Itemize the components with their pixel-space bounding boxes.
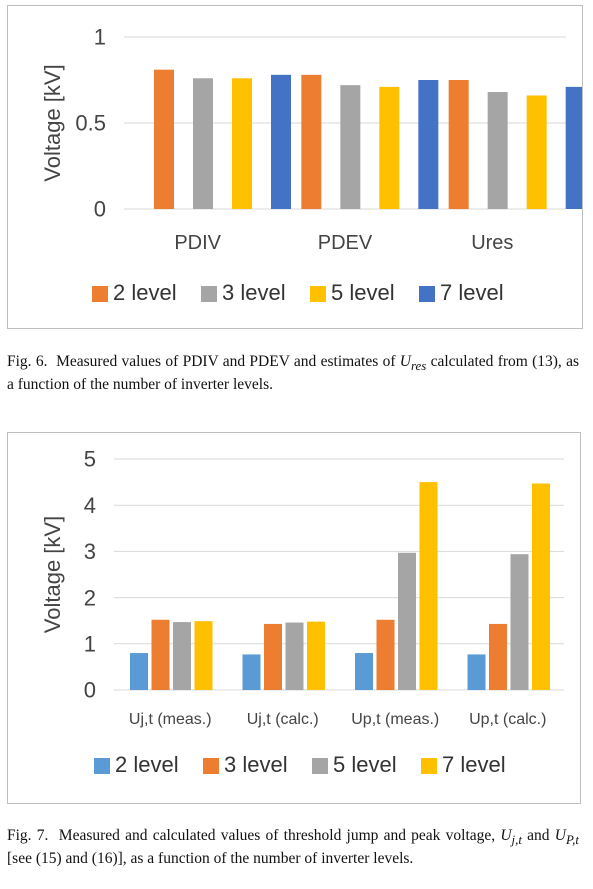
legend-label: 2 level xyxy=(115,752,179,777)
y-tick-label: 2 xyxy=(84,585,96,610)
bar-3-level-2 xyxy=(376,619,395,690)
legend-label: 2 level xyxy=(113,280,177,305)
bar-5-level-3 xyxy=(510,554,529,690)
bar-2-level-2 xyxy=(355,653,373,690)
figure-7-chart: 0 1 2 3 4 5 Voltage [kV] Uj,t (meas.) Uj,t (calc… xyxy=(7,432,581,804)
legend-swatch xyxy=(310,286,326,302)
x-category-label: Up,t (meas.) xyxy=(351,711,439,728)
legend-swatch xyxy=(201,286,217,302)
caption-subscript: P,t xyxy=(565,832,579,848)
bar-5-level-0 xyxy=(232,78,252,209)
bar-3-level-0 xyxy=(151,619,170,690)
y-tick-label: 5 xyxy=(84,447,96,472)
bar-5-level-1 xyxy=(285,622,304,690)
caption-symbol: U xyxy=(500,827,512,844)
x-category-label: Up,t (calc.) xyxy=(469,711,546,728)
y-axis-label: Voltage [kV] xyxy=(40,516,65,633)
bar-2-level-0 xyxy=(154,69,174,210)
legend-label: 7 level xyxy=(442,752,506,777)
bar-7-level-1 xyxy=(307,621,325,690)
x-category-label: Uj,t (calc.) xyxy=(247,711,319,728)
bar-3-level-1 xyxy=(264,623,282,690)
y-tick-label: 0.5 xyxy=(75,111,106,136)
legend-label: 5 level xyxy=(333,752,397,777)
bar-2-level-0 xyxy=(130,653,148,690)
bar-7-level-1 xyxy=(418,80,439,209)
x-category-label: PDEV xyxy=(318,232,373,254)
x-category-label: PDIV xyxy=(174,232,221,254)
bar-7-level-0 xyxy=(271,74,291,209)
bar-5-level-2 xyxy=(398,552,416,690)
bar-3-level-0 xyxy=(193,78,213,209)
bar-3-level-2 xyxy=(487,92,508,209)
legend-label: 3 level xyxy=(222,280,286,305)
figure-6-caption: Fig. 6. Measured values of PDIV and PDEV… xyxy=(7,352,579,394)
bar-5-level-1 xyxy=(379,86,400,209)
legend-swatch xyxy=(419,286,435,302)
legend-swatch xyxy=(421,758,437,774)
caption-text: Measured values of PDIV and PDEV and est… xyxy=(56,353,396,370)
bar-7-level-3 xyxy=(532,483,550,690)
caption-label: Fig. 6. xyxy=(7,353,48,370)
bar-2-level-1 xyxy=(301,74,322,209)
y-axis-label: Voltage [kV] xyxy=(40,64,65,181)
caption-subscript: res xyxy=(410,358,427,374)
bar-2-level-2 xyxy=(448,80,469,209)
y-tick-label: 1 xyxy=(94,25,106,50)
x-category-label: Ures xyxy=(471,232,513,254)
figure-7-svg: 0 1 2 3 4 5 Voltage [kV] Uj,t (meas.) Uj,t (calc… xyxy=(40,447,564,777)
y-tick-label: 1 xyxy=(84,632,96,657)
caption-text: and xyxy=(527,827,550,844)
legend-swatch xyxy=(203,758,219,774)
bar-7-level-2 xyxy=(565,86,582,209)
caption-text: [see (15) and (16)], as a function of th… xyxy=(7,850,414,868)
legend-label: 5 level xyxy=(331,280,395,305)
bar-5-level-2 xyxy=(526,95,547,209)
caption-text: Measured and calculated values of thresh… xyxy=(58,827,496,844)
caption-symbol: U xyxy=(554,827,566,844)
caption-text: calculated from (13), as a function of t… xyxy=(7,353,580,394)
legend-label: 3 level xyxy=(224,752,288,777)
bar-7-level-0 xyxy=(194,621,213,690)
figure-6-svg: 0 0.5 1 Voltage [kV] PDIV PDEV Ures 2 level 3 le… xyxy=(40,25,582,305)
caption-label: Fig. 7. xyxy=(7,827,49,844)
bar-5-level-0 xyxy=(173,622,191,690)
bar-2-level-3 xyxy=(467,654,486,690)
figure-6-chart: 0 0.5 1 Voltage [kV] PDIV PDEV Ures 2 level 3 le… xyxy=(7,5,583,329)
y-tick-label: 3 xyxy=(84,539,96,564)
x-category-label: Uj,t (meas.) xyxy=(129,711,212,728)
figure-7-caption: Fig. 7. Measured and calculated values o… xyxy=(7,826,579,868)
legend-swatch xyxy=(92,286,108,302)
bar-2-level-1 xyxy=(242,654,261,690)
y-tick-label: 0 xyxy=(84,678,96,703)
bar-3-level-1 xyxy=(340,85,361,209)
legend-swatch xyxy=(94,758,110,774)
bar-7-level-2 xyxy=(419,482,438,690)
y-tick-label: 4 xyxy=(84,493,96,518)
y-tick-label: 0 xyxy=(94,197,106,222)
legend-swatch xyxy=(312,758,328,774)
caption-subscript: j,t xyxy=(511,832,522,848)
bar-3-level-3 xyxy=(489,623,507,690)
legend-label: 7 level xyxy=(440,280,504,305)
caption-symbol: U xyxy=(399,353,411,370)
